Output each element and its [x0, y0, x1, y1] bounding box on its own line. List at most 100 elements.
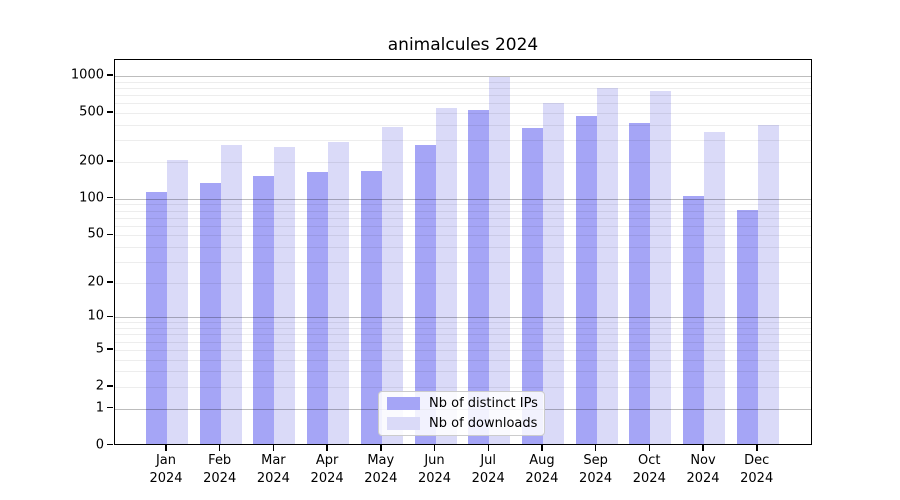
y-tick-mark: [107, 281, 113, 283]
y-tick-label: 500: [79, 104, 104, 120]
minor-gridline: [115, 322, 811, 324]
legend-swatch-downloads: [387, 417, 420, 430]
y-tick-label: 1000: [70, 67, 104, 83]
bar-downloads: [542, 102, 564, 444]
minor-gridline: [115, 334, 811, 336]
x-tick-label: Dec 2024: [740, 453, 774, 486]
bar-distinct-ips: [521, 127, 543, 444]
bar-downloads: [220, 144, 242, 444]
legend-item-downloads: Nb of downloads: [387, 416, 538, 431]
minor-gridline: [115, 282, 811, 284]
bar-distinct-ips: [575, 115, 597, 444]
bar-distinct-ips: [414, 144, 436, 444]
bar-downloads: [596, 88, 618, 444]
minor-gridline: [115, 386, 811, 388]
bar-downloads: [650, 91, 672, 444]
x-tick-mark: [433, 445, 436, 451]
minor-gridline: [115, 210, 811, 212]
y-tick-mark: [107, 406, 113, 409]
y-tick-mark: [107, 160, 113, 162]
minor-gridline: [115, 225, 811, 227]
minor-gridline: [115, 113, 811, 114]
minor-gridline: [115, 359, 811, 361]
minor-gridline: [115, 217, 811, 219]
minor-gridline: [115, 349, 811, 351]
bar-distinct-ips: [629, 122, 651, 444]
legend-label-distinct-ips: Nb of distinct IPs: [429, 396, 538, 411]
bar-downloads: [167, 160, 188, 444]
legend-swatch-distinct-ips: [387, 397, 420, 410]
x-tick-label: Jan 2024: [149, 453, 183, 486]
y-tick-mark: [107, 348, 113, 350]
x-tick-mark: [218, 445, 221, 451]
x-tick-label: Feb 2024: [203, 453, 237, 486]
x-tick-mark: [380, 445, 382, 451]
x-tick-mark: [487, 445, 489, 451]
x-tick-label: Mar 2024: [256, 453, 290, 486]
bar-downloads: [704, 131, 725, 444]
bar-distinct-ips: [307, 171, 329, 444]
x-tick-mark: [594, 445, 597, 451]
minor-gridline: [115, 140, 811, 142]
minor-gridline: [115, 87, 811, 89]
y-tick-label: 5: [95, 341, 104, 357]
plot-area: [114, 59, 812, 445]
x-tick-mark: [165, 445, 167, 451]
minor-gridline: [115, 124, 811, 126]
y-tick-label: 50: [87, 226, 104, 242]
major-gridline: [115, 317, 811, 319]
y-tick-label: 20: [87, 274, 104, 290]
x-tick-label: May 2024: [364, 453, 398, 486]
bar-distinct-ips: [360, 170, 382, 444]
legend-item-distinct-ips: Nb of distinct IPs: [387, 396, 538, 411]
bar-downloads: [274, 147, 296, 444]
legend: Nb of distinct IPs Nb of downloads: [378, 391, 545, 436]
y-tick-label: 2: [95, 378, 104, 394]
y-tick-mark: [107, 74, 113, 76]
y-tick-label: 0: [95, 437, 104, 453]
bar-distinct-ips: [199, 182, 221, 444]
minor-gridline: [115, 371, 811, 373]
x-tick-mark: [756, 445, 758, 451]
bar-downloads: [435, 107, 457, 444]
x-tick-mark: [648, 445, 650, 451]
minor-gridline: [115, 95, 811, 96]
y-tick-label: 10: [87, 308, 104, 324]
x-tick-mark: [272, 445, 275, 451]
x-tick-mark: [541, 445, 543, 451]
minor-gridline: [115, 81, 811, 83]
minor-gridline: [115, 204, 811, 206]
y-tick-mark: [107, 443, 113, 446]
x-tick-label: Sep 2024: [579, 453, 613, 486]
x-tick-label: Apr 2024: [310, 453, 344, 486]
minor-gridline: [115, 161, 811, 163]
minor-gridline: [115, 341, 811, 343]
y-tick-label: 100: [79, 190, 104, 206]
bar-distinct-ips: [146, 191, 167, 444]
y-tick-mark: [107, 196, 113, 199]
y-tick-label: 200: [79, 153, 104, 169]
minor-gridline: [115, 261, 811, 263]
x-tick-label: Jun 2024: [417, 453, 452, 486]
chart-title: animalcules 2024: [387, 35, 539, 55]
legend-label-downloads: Nb of downloads: [429, 416, 538, 431]
bar-downloads: [328, 142, 350, 444]
minor-gridline: [115, 328, 811, 329]
minor-gridline: [115, 103, 811, 105]
bar-distinct-ips: [253, 175, 275, 444]
x-tick-mark: [326, 445, 328, 451]
bar-distinct-ips: [683, 195, 704, 444]
bar-downloads: [381, 126, 403, 444]
x-tick-label: Aug 2024: [525, 453, 559, 486]
x-tick-label: Nov 2024: [686, 453, 720, 486]
x-tick-label: Oct 2024: [632, 453, 666, 486]
bar-downloads: [489, 77, 511, 444]
x-tick-label: Jul 2024: [471, 453, 505, 486]
minor-gridline: [115, 235, 811, 237]
major-gridline: [115, 198, 811, 200]
bar-distinct-ips: [468, 109, 490, 444]
y-tick-mark: [107, 233, 113, 235]
bar-distinct-ips: [736, 209, 758, 444]
major-gridline: [115, 75, 811, 77]
